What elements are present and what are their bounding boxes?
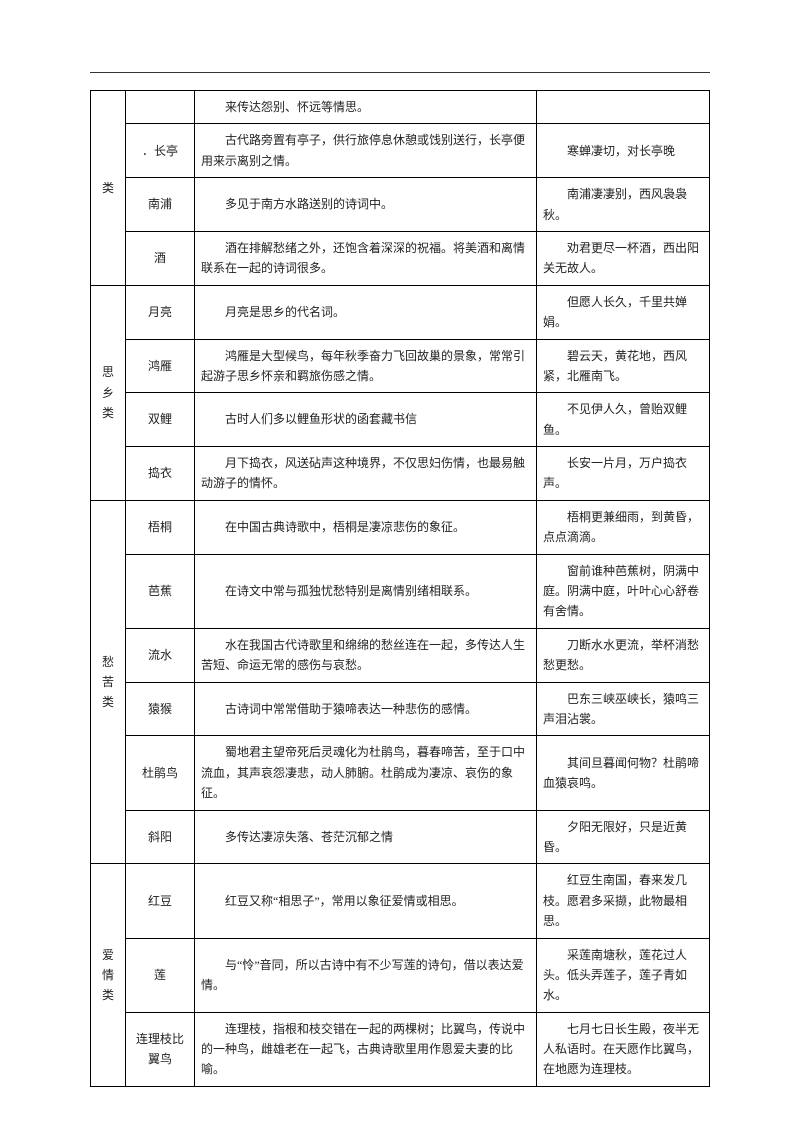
example-cell: 碧云天，黄花地，西风紧，北雁南飞。 <box>537 339 710 393</box>
cat-char: 苦 <box>97 672 119 692</box>
description-cell: 鸿雁是大型候鸟，每年秋季奋力飞回故巢的景象，常常引起游子思乡怀亲和羁旅伤感之情。 <box>195 339 537 393</box>
example-cell: 梧桐更兼细雨，到黄昏，点点滴滴。 <box>537 500 710 554</box>
term-cell: 芭蕉 <box>126 554 195 628</box>
table-row: 流水水在我国古代诗歌里和绵绵的愁丝连在一起，多传达人生苦短、命运无常的感伤与哀愁… <box>91 628 710 682</box>
term-cell: 连理枝比翼鸟 <box>126 1012 195 1086</box>
table-row: 类来传达怨别、怀远等情思。 <box>91 91 710 124</box>
term-cell: 杜鹃鸟 <box>126 736 195 810</box>
table-row: ．长亭古代路旁置有亭子，供行旅停息休憩或饯别送行，长亭便用来示离别之情。寒蝉凄切… <box>91 124 710 178</box>
description-cell: 红豆又称“相思子”，常用以象征爱情或相思。 <box>195 864 537 938</box>
table-row: 酒酒在排解愁绪之外，还饱含着深深的祝福。将美酒和离情联系在一起的诗词很多。劝君更… <box>91 231 710 285</box>
example-cell: 夕阳无限好，只是近黄昏。 <box>537 810 710 864</box>
term-cell <box>126 91 195 124</box>
category-cell: 类 <box>91 91 126 286</box>
description-cell: 古代路旁置有亭子，供行旅停息休憩或饯别送行，长亭便用来示离别之情。 <box>195 124 537 178</box>
term-cell: 酒 <box>126 231 195 285</box>
example-cell: 采莲南塘秋，莲花过人头。低头弄莲子，莲子青如水。 <box>537 938 710 1012</box>
table-row: 莲与“怜”音同，所以古诗中有不少写莲的诗句，借以表达爱情。采莲南塘秋，莲花过人头… <box>91 938 710 1012</box>
example-cell: 窗前谁种芭蕉树，阴满中庭。阴满中庭，叶叶心心舒卷有舍情。 <box>537 554 710 628</box>
term-cell: 流水 <box>126 628 195 682</box>
cat-char: 思 <box>97 362 119 382</box>
term-cell: ．长亭 <box>126 124 195 178</box>
description-cell: 在中国古典诗歌中，梧桐是凄凉悲伤的象征。 <box>195 500 537 554</box>
term-cell: 双鲤 <box>126 393 195 447</box>
category-cell: 思乡类 <box>91 285 126 500</box>
imagery-table: 类来传达怨别、怀远等情思。．长亭古代路旁置有亭子，供行旅停息休憩或饯别送行，长亭… <box>90 90 710 1087</box>
table-row: 爱情类红豆红豆又称“相思子”，常用以象征爱情或相思。红豆生南国，春来发几枝。愿君… <box>91 864 710 938</box>
description-cell: 古时人们多以鲤鱼形状的函套藏书信 <box>195 393 537 447</box>
table-row: 连理枝比翼鸟连理枝，指根和枝交错在一起的两棵树；比翼鸟，传说中的一种鸟，雌雄老在… <box>91 1012 710 1086</box>
term-cell: 猿猴 <box>126 682 195 736</box>
description-cell: 古诗词中常常借助于猿啼表达一种悲伤的感情。 <box>195 682 537 736</box>
example-cell: 七月七日长生殿，夜半无人私语时。在天愿作比翼鸟，在地愿为连理枝。 <box>537 1012 710 1086</box>
example-cell: 巴东三峡巫峡长，猿鸣三声泪沾裳。 <box>537 682 710 736</box>
term-cell: 红豆 <box>126 864 195 938</box>
description-cell: 水在我国古代诗歌里和绵绵的愁丝连在一起，多传达人生苦短、命运无常的感伤与哀愁。 <box>195 628 537 682</box>
description-cell: 蜀地君主望帝死后灵魂化为杜鹃鸟，暮春啼苦，至于口中流血，其声哀怨凄悲，动人肺腑。… <box>195 736 537 810</box>
table-row: 南浦多见于南方水路送别的诗词中。南浦凄凄别，西风袅袅秋。 <box>91 178 710 232</box>
description-cell: 来传达怨别、怀远等情思。 <box>195 91 537 124</box>
table-row: 芭蕉在诗文中常与孤独忧愁特别是离情别绪相联系。窗前谁种芭蕉树，阴满中庭。阴满中庭… <box>91 554 710 628</box>
cat-char: 爱 <box>97 945 119 965</box>
category-cell: 愁苦类 <box>91 500 126 863</box>
description-cell: 多见于南方水路送别的诗词中。 <box>195 178 537 232</box>
example-cell: 其间旦暮闻何物？杜鹃啼血猿哀鸣。 <box>537 736 710 810</box>
term-cell: 南浦 <box>126 178 195 232</box>
example-cell: 刀断水水更流，举杯消愁愁更愁。 <box>537 628 710 682</box>
cat-char: 乡 <box>97 383 119 403</box>
description-cell: 月亮是思乡的代名词。 <box>195 285 537 339</box>
description-cell: 月下捣衣，风送砧声这种境界，不仅思妇伤情，也最易触动游子的情怀。 <box>195 447 537 501</box>
table-row: 猿猴古诗词中常常借助于猿啼表达一种悲伤的感情。巴东三峡巫峡长，猿鸣三声泪沾裳。 <box>91 682 710 736</box>
description-cell: 与“怜”音同，所以古诗中有不少写莲的诗句，借以表达爱情。 <box>195 938 537 1012</box>
example-cell: 长安一片月，万户捣衣声。 <box>537 447 710 501</box>
table-row: 双鲤古时人们多以鲤鱼形状的函套藏书信不见伊人久，曾贻双鲤鱼。 <box>91 393 710 447</box>
cat-char: 类 <box>97 985 119 1005</box>
example-cell <box>537 91 710 124</box>
term-cell: 捣衣 <box>126 447 195 501</box>
category-cell: 爱情类 <box>91 864 126 1087</box>
example-cell: 劝君更尽一杯酒，西出阳关无故人。 <box>537 231 710 285</box>
description-cell: 在诗文中常与孤独忧愁特别是离情别绪相联系。 <box>195 554 537 628</box>
term-cell: 梧桐 <box>126 500 195 554</box>
table-row: 愁苦类梧桐在中国古典诗歌中，梧桐是凄凉悲伤的象征。梧桐更兼细雨，到黄昏，点点滴滴… <box>91 500 710 554</box>
description-cell: 酒在排解愁绪之外，还饱含着深深的祝福。将美酒和离情联系在一起的诗词很多。 <box>195 231 537 285</box>
table-row: 捣衣月下捣衣，风送砧声这种境界，不仅思妇伤情，也最易触动游子的情怀。长安一片月，… <box>91 447 710 501</box>
header-rule <box>90 72 710 73</box>
cat-char: 类 <box>97 692 119 712</box>
table-row: 思乡类月亮月亮是思乡的代名词。但愿人长久，千里共婵娟。 <box>91 285 710 339</box>
document-page: 类来传达怨别、怀远等情思。．长亭古代路旁置有亭子，供行旅停息休憩或饯别送行，长亭… <box>0 0 800 1132</box>
example-cell: 不见伊人久，曾贻双鲤鱼。 <box>537 393 710 447</box>
term-cell: 斜阳 <box>126 810 195 864</box>
example-cell: 但愿人长久，千里共婵娟。 <box>537 285 710 339</box>
example-cell: 南浦凄凄别，西风袅袅秋。 <box>537 178 710 232</box>
term-cell: 莲 <box>126 938 195 1012</box>
description-cell: 多传达凄凉失落、苍茫沉郁之情 <box>195 810 537 864</box>
description-cell: 连理枝，指根和枝交错在一起的两棵树；比翼鸟，传说中的一种鸟，雌雄老在一起飞，古典… <box>195 1012 537 1086</box>
term-cell: 鸿雁 <box>126 339 195 393</box>
term-cell: 月亮 <box>126 285 195 339</box>
cat-char: 愁 <box>97 652 119 672</box>
example-cell: 红豆生南国，春来发几枝。愿君多采撷，此物最相思。 <box>537 864 710 938</box>
cat-char: 情 <box>97 965 119 985</box>
table-row: 杜鹃鸟蜀地君主望帝死后灵魂化为杜鹃鸟，暮春啼苦，至于口中流血，其声哀怨凄悲，动人… <box>91 736 710 810</box>
cat-char: 类 <box>97 403 119 423</box>
example-cell: 寒蝉凄切，对长亭晚 <box>537 124 710 178</box>
table-row: 斜阳多传达凄凉失落、苍茫沉郁之情夕阳无限好，只是近黄昏。 <box>91 810 710 864</box>
cat-char: 类 <box>97 178 119 198</box>
table-row: 鸿雁鸿雁是大型候鸟，每年秋季奋力飞回故巢的景象，常常引起游子思乡怀亲和羁旅伤感之… <box>91 339 710 393</box>
